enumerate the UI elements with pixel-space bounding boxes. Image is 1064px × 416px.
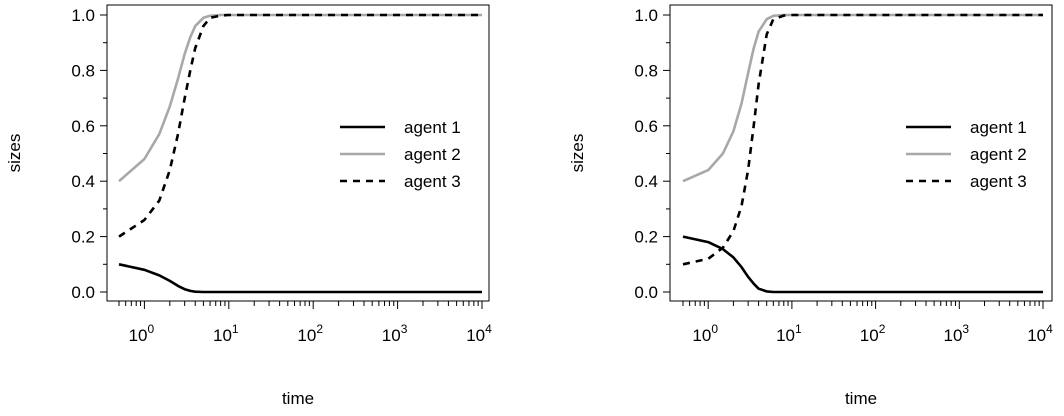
series-line-agent-2 (682, 13, 1043, 183)
legend-label: agent 3 (404, 172, 461, 191)
series-line-agent-3 (118, 13, 482, 238)
x-tick-label: 102 (297, 322, 323, 345)
x-axis-label: time (845, 389, 877, 408)
y-tick-label: 1.0 (71, 6, 95, 25)
x-tick-label: 104 (466, 322, 492, 345)
chart-panel-right: 0.0 0.2 0.4 0.6 0.8 1.0 100 101 102 103 104 sizes ti… (568, 4, 1053, 408)
y-tick-label: 1.0 (634, 6, 658, 25)
legend-label: agent 2 (970, 145, 1027, 164)
x-tick-label: 104 (1027, 322, 1053, 345)
y-tick-label: 0.4 (71, 172, 95, 191)
legend: agent 1 agent 2 agent 3 (906, 118, 1027, 191)
x-tick-label: 100 (692, 322, 718, 345)
legend: agent 1 agent 2 agent 3 (340, 118, 461, 191)
series-line-agent-3 (682, 13, 1043, 266)
x-axis-label: time (282, 389, 314, 408)
y-tick-label: 0.6 (71, 117, 95, 136)
x-tick-label: 100 (129, 322, 155, 345)
y-tick-label: 0.8 (71, 61, 95, 80)
x-tick-label: 102 (860, 322, 886, 345)
y-tick-label: 0.0 (634, 283, 658, 302)
y-tick-label: 0.4 (634, 172, 658, 191)
series-line-agent-1 (118, 263, 482, 294)
y-tick-label: 0.2 (634, 228, 658, 247)
series-line-agent-1 (682, 235, 1043, 294)
y-axis-label: sizes (5, 134, 24, 173)
legend-label: agent 2 (404, 145, 461, 164)
y-tick-label: 0.8 (634, 61, 658, 80)
legend-label: agent 1 (970, 118, 1027, 137)
x-tick-label: 103 (943, 322, 969, 345)
x-tick-label: 101 (213, 322, 239, 345)
legend-label: agent 1 (404, 118, 461, 137)
y-tick-label: 0.2 (71, 228, 95, 247)
y-axis-label: sizes (568, 134, 587, 173)
y-tick-label: 0.6 (634, 117, 658, 136)
chart-panel-left: 0.0 0.2 0.4 0.6 0.8 1.0 100 101 102 103 104 sizes ti… (5, 4, 492, 408)
x-tick-label: 103 (382, 322, 408, 345)
legend-label: agent 3 (970, 172, 1027, 191)
y-tick-label: 0.0 (71, 283, 95, 302)
x-tick-label: 101 (776, 322, 802, 345)
